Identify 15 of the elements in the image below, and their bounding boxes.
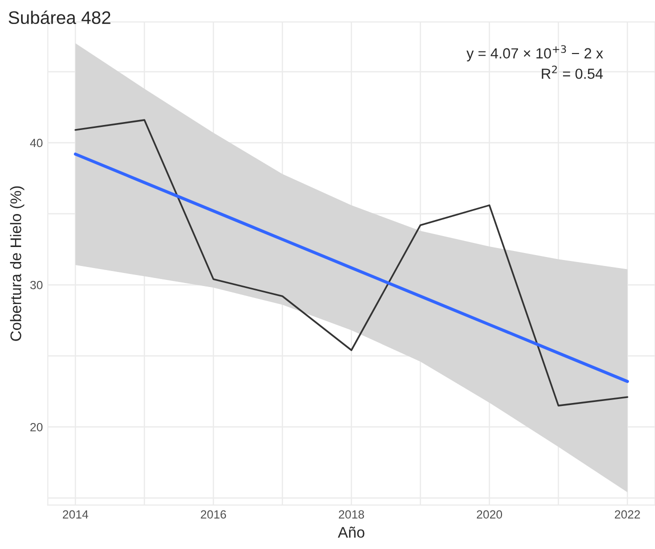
annotation: y = 4.07 × 10$^{+3}$ − 2 x xyxy=(466,45,604,62)
x-tick-label: 2014 xyxy=(62,510,88,519)
y-tick-label: 40 xyxy=(30,138,42,148)
line-series xyxy=(74,119,628,406)
x-tick-label: 2022 xyxy=(614,510,640,519)
line-series xyxy=(74,152,629,383)
annotation: R$^{2}$ = 0.54 xyxy=(542,66,603,79)
y-axis-title: Cobertura de Hielo (%) xyxy=(10,186,24,341)
chart-title: Subárea 482 xyxy=(8,10,110,24)
x-tick-label: 2020 xyxy=(476,510,502,519)
x-tick-label: 2018 xyxy=(338,510,364,519)
y-tick-label: 30 xyxy=(30,280,42,290)
x-tick-label: 2016 xyxy=(200,510,226,519)
y-tick-label: 20 xyxy=(30,422,42,432)
x-axis-title: Año xyxy=(338,526,364,538)
